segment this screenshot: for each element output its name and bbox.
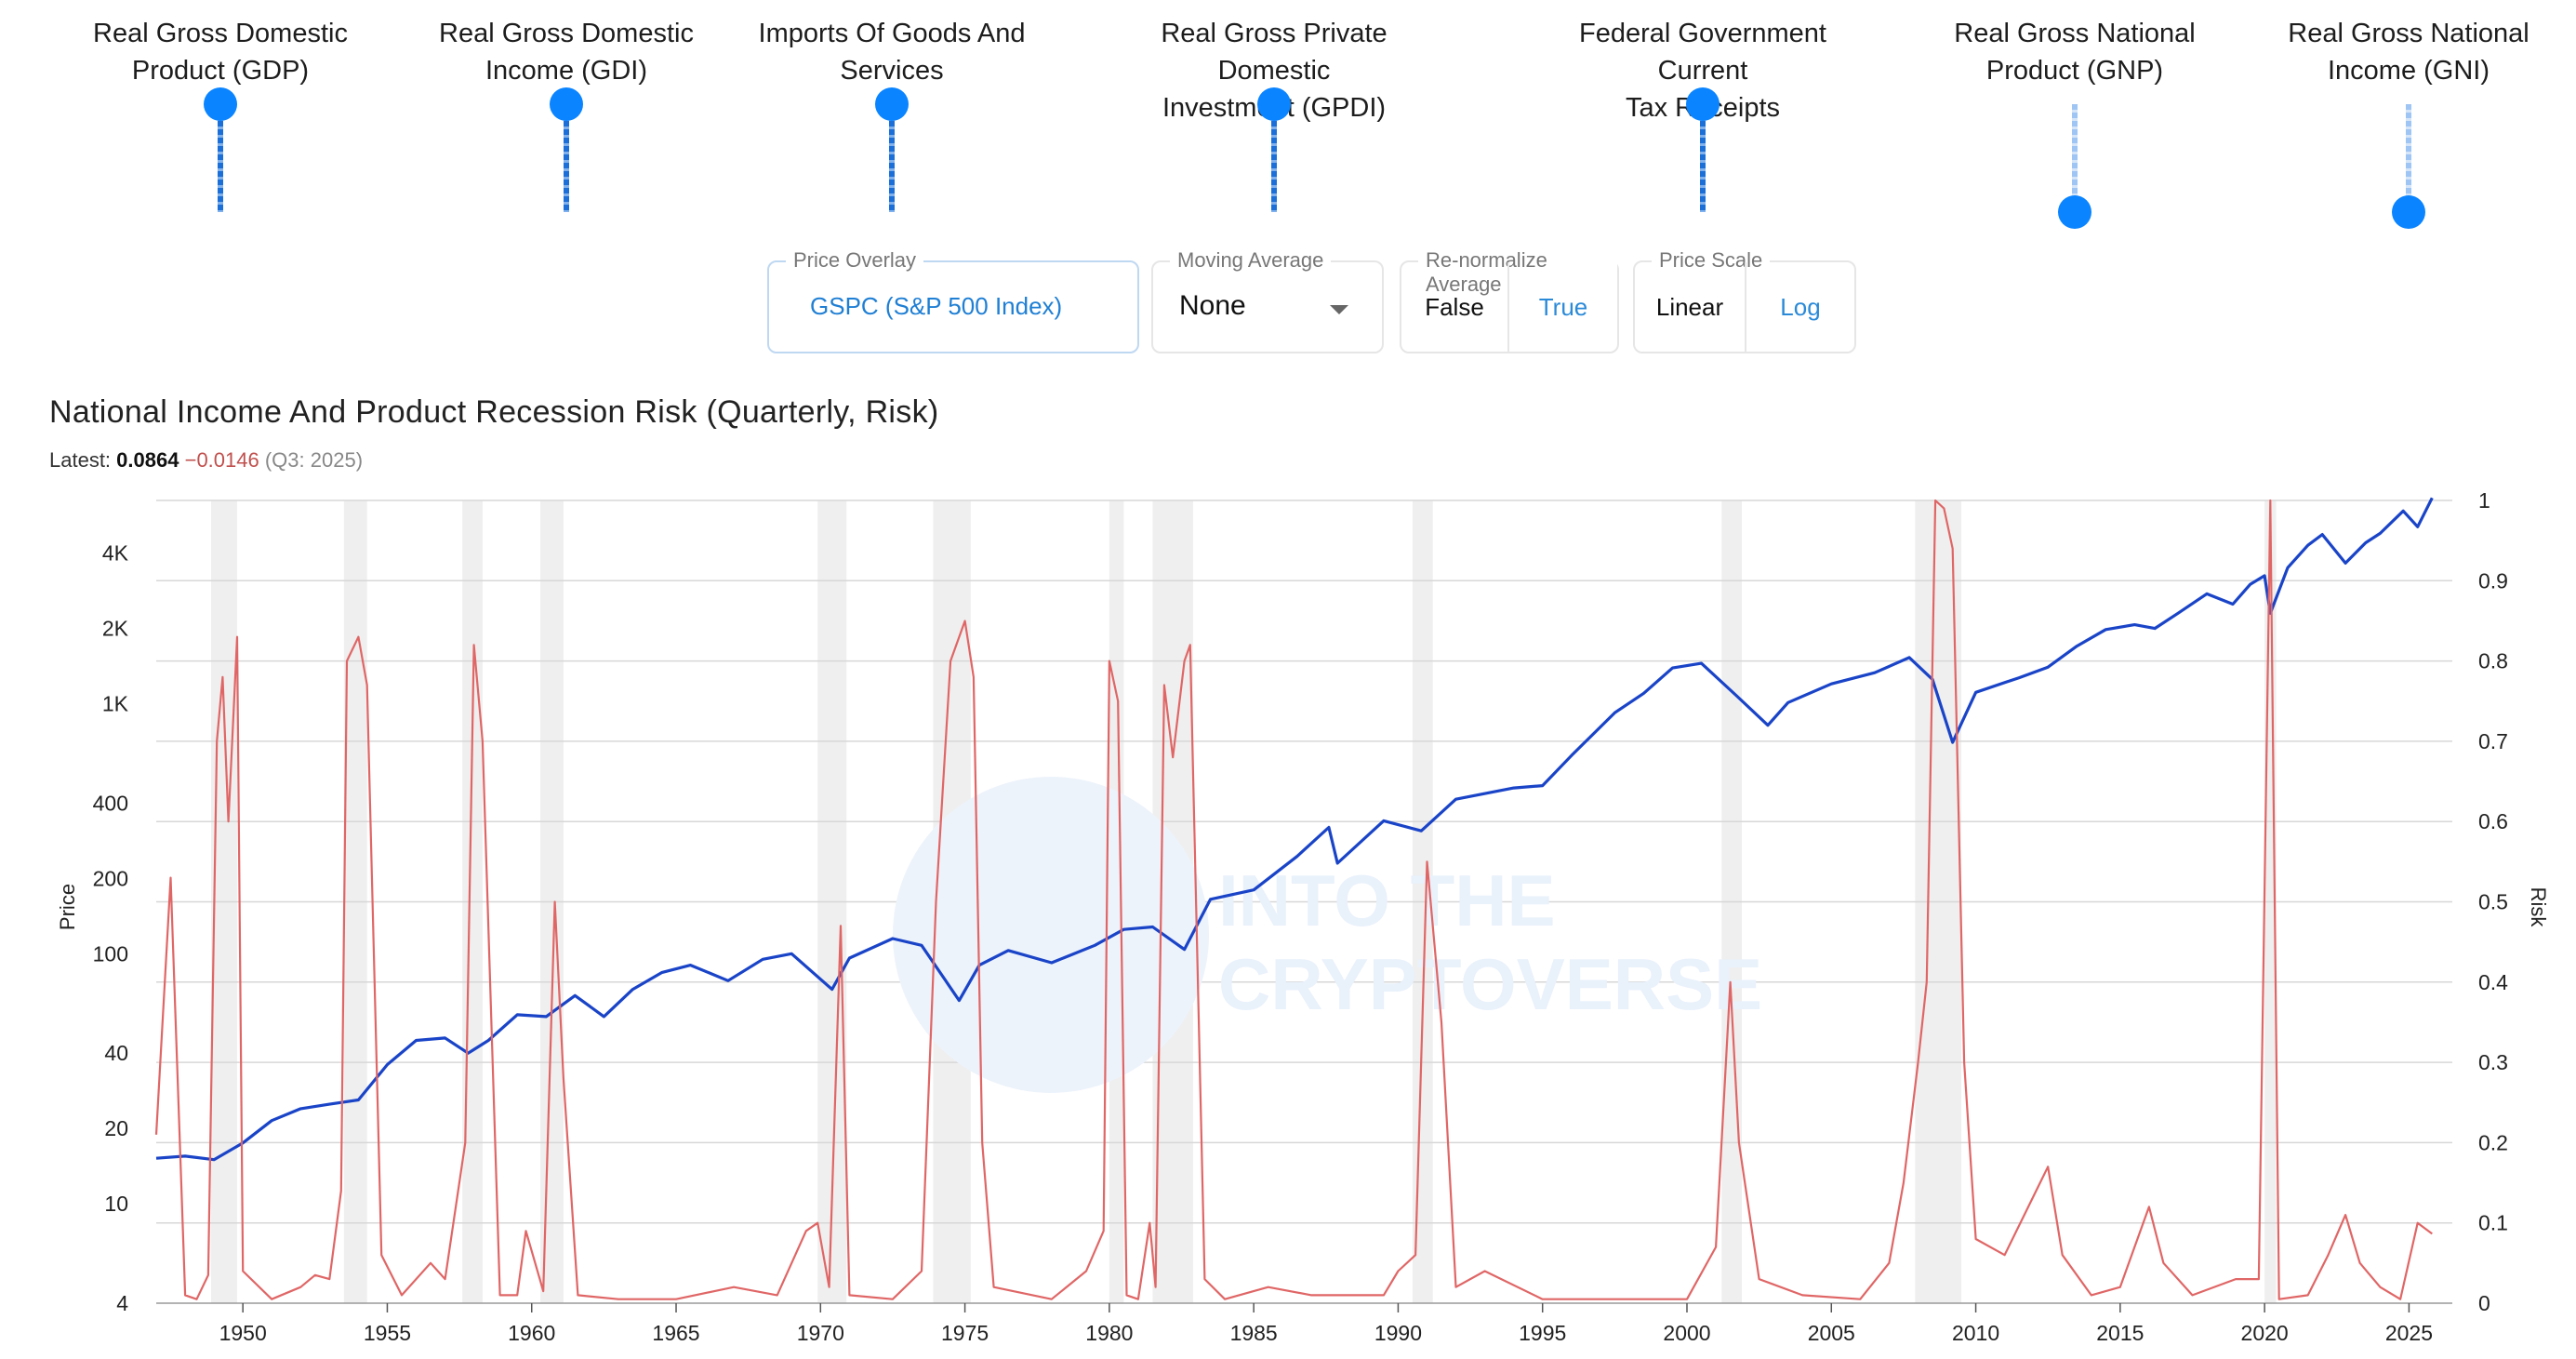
risk-axis: 0 0.1 0.2 0.3 0.4 0.5 0.6 0.7 0.8 0.9 1 <box>2478 488 2508 1315</box>
risk-series-line <box>154 499 2433 1300</box>
toggle-knob[interactable] <box>1257 87 1291 121</box>
price-tick-label: 100 <box>93 941 128 966</box>
toggle-knob[interactable] <box>550 87 583 121</box>
indicator-toggle-label: Real Gross Domestic Income (GDI) <box>439 19 694 86</box>
risk-axis-label: Risk <box>2527 887 2550 928</box>
x-tick-label: 2000 <box>1663 1321 1710 1345</box>
indicator-toggle-label: Real Gross Domestic Product (GDP) <box>93 19 348 86</box>
price-tick-label: 10 <box>104 1192 128 1216</box>
x-tick-label: 1980 <box>1085 1321 1133 1345</box>
risk-tick-label: 0.5 <box>2478 890 2508 914</box>
x-tick-label: 1975 <box>941 1321 989 1345</box>
x-tick-label: 2025 <box>2385 1321 2433 1345</box>
latest-change: −0.0146 <box>184 448 259 472</box>
price-tick-label: 1K <box>102 691 129 715</box>
x-axis: 1950 1955 1960 1965 1970 1975 1980 1985 1990 1995… <box>219 1303 2433 1345</box>
toggle-track[interactable] <box>2072 104 2078 212</box>
x-tick-label: 2015 <box>2096 1321 2144 1345</box>
indicator-toggle-label: Real Gross National Product (GNP) <box>1954 19 2196 86</box>
toggle-knob[interactable] <box>875 87 909 121</box>
gridlines <box>156 500 2452 1304</box>
segment-divider <box>1507 262 1509 352</box>
renormalize-false-button[interactable]: False <box>1425 292 1484 321</box>
risk-tick-label: 0.3 <box>2478 1050 2508 1074</box>
x-tick-label: 1965 <box>652 1321 699 1345</box>
price-tick-label: 200 <box>93 866 128 890</box>
x-tick-label: 1990 <box>1374 1321 1422 1345</box>
toggle-knob[interactable] <box>1686 87 1720 121</box>
risk-tick-label: 0.8 <box>2478 649 2508 673</box>
renormalize-average-group: Re-normalize Average False True <box>1400 248 1619 353</box>
renormalize-true-button[interactable]: True <box>1538 292 1588 321</box>
toggle-knob[interactable] <box>2058 195 2091 229</box>
price-axis: 4 10 20 40 100 200 400 1K 2K 4K <box>93 541 129 1315</box>
indicator-toggle-label: Real Gross Private Domestic Investment (… <box>1161 19 1388 123</box>
price-tick-label: 20 <box>104 1116 128 1140</box>
x-tick-label: 2005 <box>1808 1321 1855 1345</box>
series-lines <box>154 497 2434 1300</box>
price-overlay-value: GSPC (S&P 500 Index) <box>810 292 1063 320</box>
risk-tick-label: 1 <box>2478 488 2490 513</box>
x-tick-label: 1950 <box>219 1321 267 1345</box>
watermark-logo-icon <box>893 777 1209 1093</box>
price-scale-group: Price Scale Linear Log <box>1633 248 1856 353</box>
risk-tick-label: 0.2 <box>2478 1130 2508 1154</box>
indicator-toggle-label: Imports Of Goods And Services <box>758 19 1026 86</box>
x-tick-label: 2010 <box>1952 1321 1999 1345</box>
latest-value: 0.0864 <box>116 448 179 472</box>
price-tick-label: 4 <box>116 1291 128 1315</box>
x-tick-label: 1960 <box>508 1321 555 1345</box>
toggle-track[interactable] <box>564 104 569 212</box>
toggle-track[interactable] <box>889 104 895 212</box>
risk-tick-label: 0 <box>2478 1291 2490 1315</box>
price-axis-label: Price <box>56 884 79 930</box>
watermark: INTO THE CRYPTOVERSE <box>893 777 1762 1093</box>
moving-average-value: None <box>1179 290 1246 321</box>
watermark-line1: INTO THE <box>1218 859 1556 941</box>
price-scale-log-button[interactable]: Log <box>1780 292 1821 321</box>
moving-average-legend: Moving Average <box>1170 248 1332 273</box>
segment-divider <box>1745 262 1746 352</box>
price-tick-label: 4K <box>102 541 129 566</box>
toggle-knob[interactable] <box>204 87 237 121</box>
price-overlay-select[interactable]: Price Overlay GSPC (S&P 500 Index) <box>767 248 1139 353</box>
latest-period: (Q3: 2025) <box>264 448 364 472</box>
chart-title: National Income And Product Recession Ri… <box>49 394 939 430</box>
x-tick-label: 1985 <box>1230 1321 1278 1345</box>
latest-readout: Latest: 0.0864 −0.0146 (Q3: 2025) <box>49 448 363 473</box>
chevron-down-icon <box>1330 305 1348 314</box>
price-tick-label: 400 <box>93 791 128 815</box>
risk-tick-label: 0.9 <box>2478 568 2508 593</box>
toggle-track[interactable] <box>218 104 223 212</box>
renormalize-legend: Re-normalize Average <box>1418 248 1617 297</box>
x-tick-label: 1995 <box>1519 1321 1566 1345</box>
moving-average-select[interactable]: Moving Average None <box>1151 248 1384 353</box>
price-overlay-legend: Price Overlay <box>786 248 924 273</box>
risk-tick-label: 0.6 <box>2478 809 2508 833</box>
x-tick-label: 1970 <box>797 1321 844 1345</box>
x-tick-label: 1955 <box>364 1321 411 1345</box>
price-series-line <box>155 497 2434 1162</box>
toggle-track[interactable] <box>1700 104 1706 212</box>
price-scale-linear-button[interactable]: Linear <box>1655 292 1724 321</box>
toggle-knob[interactable] <box>2392 195 2425 229</box>
watermark-line2: CRYPTOVERSE <box>1218 943 1762 1025</box>
toggle-track[interactable] <box>1271 104 1277 212</box>
toggle-track[interactable] <box>2406 104 2411 212</box>
latest-label: Latest: <box>49 448 112 472</box>
x-tick-label: 2020 <box>2241 1321 2289 1345</box>
indicator-toggle-label: Real Gross National Income (GNI) <box>2288 19 2530 86</box>
risk-tick-label: 0.4 <box>2478 970 2508 994</box>
price-tick-label: 40 <box>104 1041 128 1065</box>
risk-tick-label: 0.7 <box>2478 729 2508 753</box>
risk-tick-label: 0.1 <box>2478 1211 2508 1235</box>
price-tick-label: 2K <box>102 617 129 641</box>
